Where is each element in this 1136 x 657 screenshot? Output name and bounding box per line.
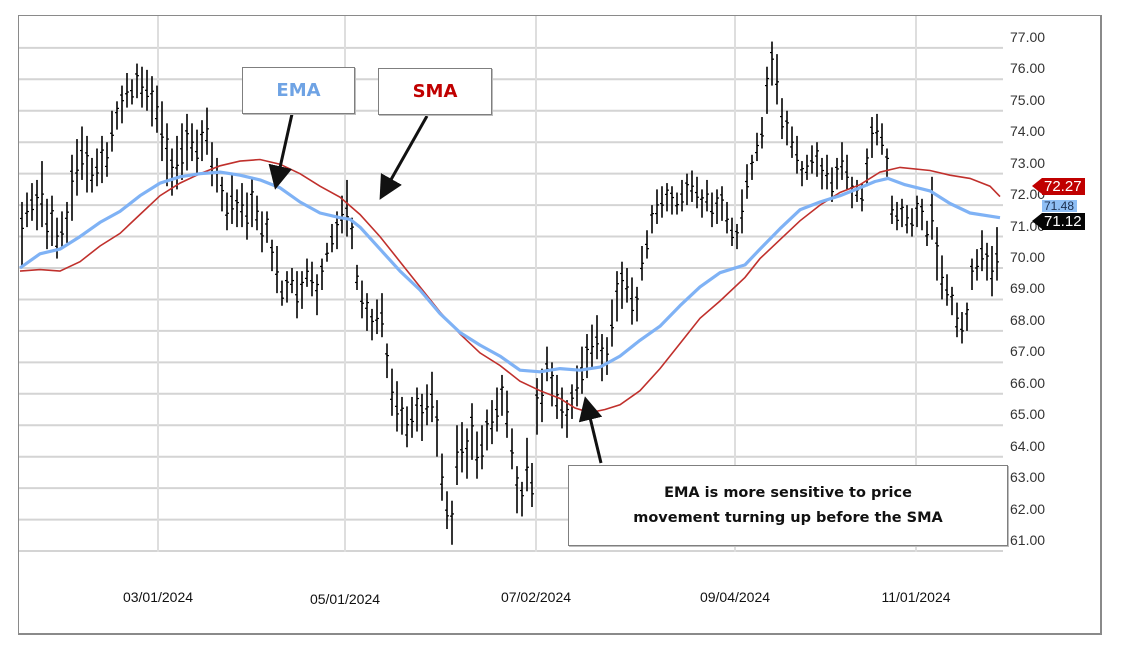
ema-callout-label: EMA: [276, 80, 321, 101]
y-tick-label: 66.00: [1010, 374, 1046, 391]
x-tick-label: 07/02/2024: [500, 589, 572, 605]
y-tick-label: 61.00: [1010, 532, 1046, 549]
ema-value-tag: 71.48: [1042, 200, 1078, 212]
annotation-arrows: [268, 113, 603, 464]
horizontal-gridlines: [19, 46, 1003, 553]
y-tick-label: 76.00: [1010, 60, 1046, 77]
x-tick-label: 05/01/2024: [309, 591, 381, 607]
ema-arrow-icon: [268, 113, 294, 190]
note-callout: EMA is more sensitive to price movement …: [568, 465, 1008, 546]
y-tick-label: 74.00: [1010, 123, 1046, 140]
y-tick-label: 63.00: [1010, 469, 1046, 486]
sma-callout: SMA: [378, 68, 492, 115]
note-arrow-icon: [578, 396, 603, 464]
y-tick-label: 73.00: [1010, 154, 1046, 171]
ohlc-price-bars: [20, 41, 999, 545]
sma-callout-label: SMA: [412, 81, 458, 102]
y-tick-label: 77.00: [1010, 28, 1046, 45]
y-tick-label: 69.00: [1010, 280, 1046, 297]
sma-arrow-icon: [379, 115, 429, 200]
x-tick-label: 09/04/2024: [699, 589, 771, 605]
last-price-tag: 71.12: [1032, 213, 1085, 230]
sma-value-tag: 72.27: [1032, 178, 1085, 195]
note-line-2: movement turning up before the SMA: [633, 509, 943, 526]
ema-callout: EMA: [242, 67, 355, 114]
note-line-1: EMA is more sensitive to price: [664, 484, 912, 501]
y-tick-label: 67.00: [1010, 343, 1046, 360]
y-tick-label: 65.00: [1010, 406, 1046, 423]
y-tick-label: 62.00: [1010, 500, 1046, 517]
x-tick-label: 11/01/2024: [881, 589, 951, 605]
y-tick-label: 75.00: [1010, 91, 1046, 108]
ema-line: [19, 170, 1001, 374]
sma-line: [19, 158, 1001, 414]
y-tick-label: 68.00: [1010, 311, 1046, 328]
x-tick-label: 03/01/2024: [122, 589, 194, 605]
vertical-gridlines: [157, 16, 917, 552]
y-tick-label: 64.00: [1010, 437, 1046, 454]
y-tick-label: 70.00: [1010, 249, 1046, 265]
